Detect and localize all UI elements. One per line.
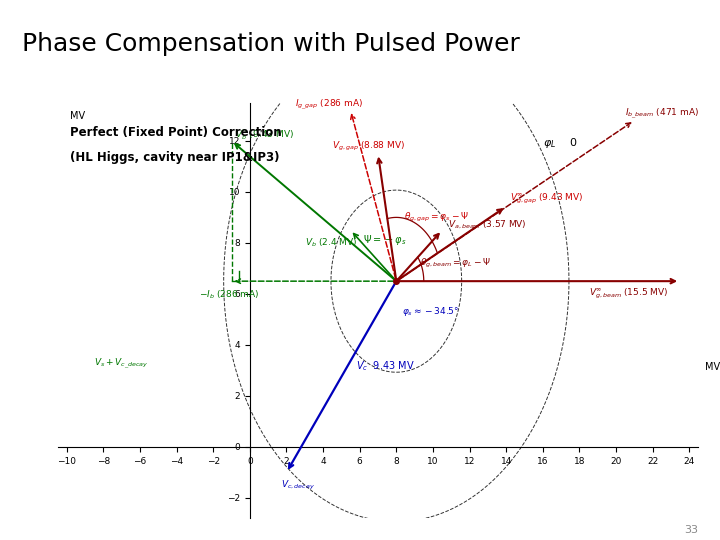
Text: 33: 33 [685, 524, 698, 535]
Text: $V_{c,decay}$: $V_{c,decay}$ [281, 479, 315, 492]
Text: $\varphi_s \approx -34.5°$: $\varphi_s \approx -34.5°$ [402, 305, 459, 318]
Text: Perfect (Fixed Point) Correction: Perfect (Fixed Point) Correction [71, 126, 282, 139]
Text: MV: MV [71, 111, 86, 121]
Text: $V_b^0$ (9.43 MV): $V_b^0$ (9.43 MV) [235, 126, 294, 141]
Text: $\varphi_L$    0: $\varphi_L$ 0 [543, 136, 577, 150]
Text: $V_b$ (2.4 MV): $V_b$ (2.4 MV) [305, 237, 357, 249]
Text: $\theta_{g,beam} = \varphi_L - \Psi$: $\theta_{g,beam} = \varphi_L - \Psi$ [420, 257, 491, 271]
Text: $\Psi = -\varphi_s$: $\Psi = -\varphi_s$ [364, 233, 407, 247]
Text: $V^{\infty}_{g,gap}$ (9.43 MV): $V^{\infty}_{g,gap}$ (9.43 MV) [510, 192, 583, 206]
Text: $V_c$  9.43 MV: $V_c$ 9.43 MV [356, 359, 415, 373]
Text: $I_{g\_gap}$ (286 mA): $I_{g\_gap}$ (286 mA) [294, 97, 363, 112]
Text: $I_{b\_beam}$ (471 mA): $I_{b\_beam}$ (471 mA) [625, 106, 699, 120]
Text: (HL Higgs, cavity near IP1&IP3): (HL Higgs, cavity near IP1&IP3) [71, 151, 280, 164]
Text: $V^{\infty}_{g,beam}$ (15.5 MV): $V^{\infty}_{g,beam}$ (15.5 MV) [588, 287, 668, 301]
Text: MV: MV [705, 362, 720, 372]
Text: $-I_b$ (286 mA): $-I_b$ (286 mA) [199, 289, 259, 301]
Text: $\theta_{g,gap} = \varphi_s - \Psi$: $\theta_{g,gap} = \varphi_s - \Psi$ [404, 211, 469, 225]
Text: $V_{a,beam}$ (3.57 MV): $V_{a,beam}$ (3.57 MV) [448, 219, 526, 231]
Text: $V_s + V_{c\_decay}$: $V_s + V_{c\_decay}$ [94, 356, 149, 370]
Text: $V_{g,gap}$ (8.88 MV): $V_{g,gap}$ (8.88 MV) [332, 140, 405, 153]
Text: Phase Compensation with Pulsed Power: Phase Compensation with Pulsed Power [22, 32, 519, 56]
